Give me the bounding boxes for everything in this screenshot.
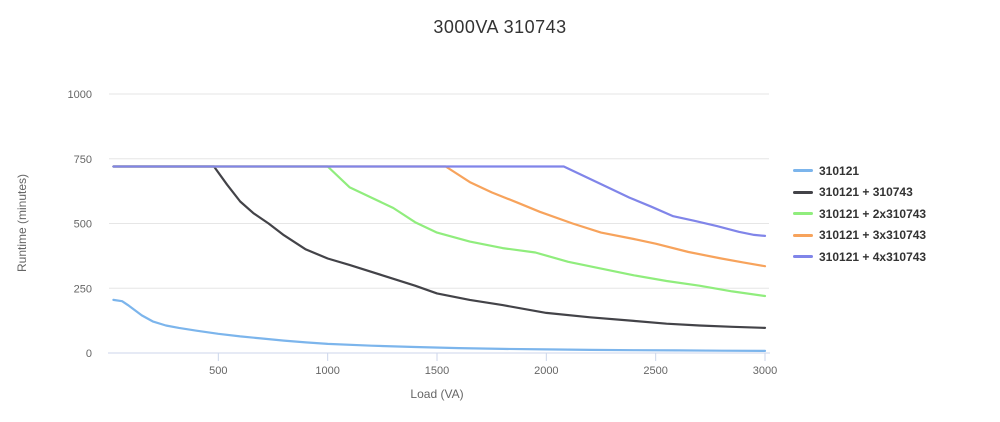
x-tick-label: 2000 <box>534 365 558 377</box>
series-line-310121-2x310743 <box>112 165 767 298</box>
legend-line-swatch <box>793 212 813 216</box>
legend-line-swatch <box>793 255 813 259</box>
legend-item-310121[interactable]: 310121 <box>793 160 926 182</box>
x-tick-label: 500 <box>209 365 227 377</box>
legend-label: 310121 + 3x310743 <box>819 228 927 243</box>
y-tick-label: 1000 <box>68 89 92 101</box>
legend-label: 310121 + 2x310743 <box>819 206 927 221</box>
legend-item-310121-3x310743[interactable]: 310121 + 3x310743 <box>793 225 926 247</box>
legend-line-swatch <box>793 190 813 194</box>
legend-item-310121-4x310743[interactable]: 310121 + 4x310743 <box>793 246 926 268</box>
x-tick-label: 2500 <box>643 365 667 377</box>
legend-line-swatch <box>793 169 813 173</box>
y-axis-title: Runtime (minutes) <box>15 173 29 273</box>
series-line-310121-310743 <box>112 165 767 329</box>
legend-label: 310121 <box>819 163 860 178</box>
series-line-310121 <box>112 298 767 352</box>
legend: 310121 310121 + 310743 310121 + 2x310743 31… <box>793 160 926 268</box>
y-tick-label: 750 <box>74 154 92 166</box>
y-tick-label: 0 <box>86 348 92 360</box>
x-tick-label: 1000 <box>315 365 339 377</box>
legend-line-swatch <box>793 233 813 237</box>
legend-label: 310121 + 310743 <box>819 185 913 200</box>
series-line-310121-4x310743 <box>112 165 767 237</box>
chart-title: 3000VA 310743 <box>433 17 567 37</box>
legend-item-310121-310743[interactable]: 310121 + 310743 <box>793 182 926 204</box>
series-line-310121-3x310743 <box>112 165 767 268</box>
y-tick-label: 250 <box>74 283 92 295</box>
x-axis-title: Load (VA) <box>410 387 464 401</box>
x-tick-label: 1500 <box>425 365 449 377</box>
legend-label: 310121 + 4x310743 <box>819 249 927 264</box>
legend-item-310121-2x310743[interactable]: 310121 + 2x310743 <box>793 203 926 225</box>
x-tick-label: 3000 <box>753 365 777 377</box>
y-tick-label: 500 <box>74 219 92 231</box>
